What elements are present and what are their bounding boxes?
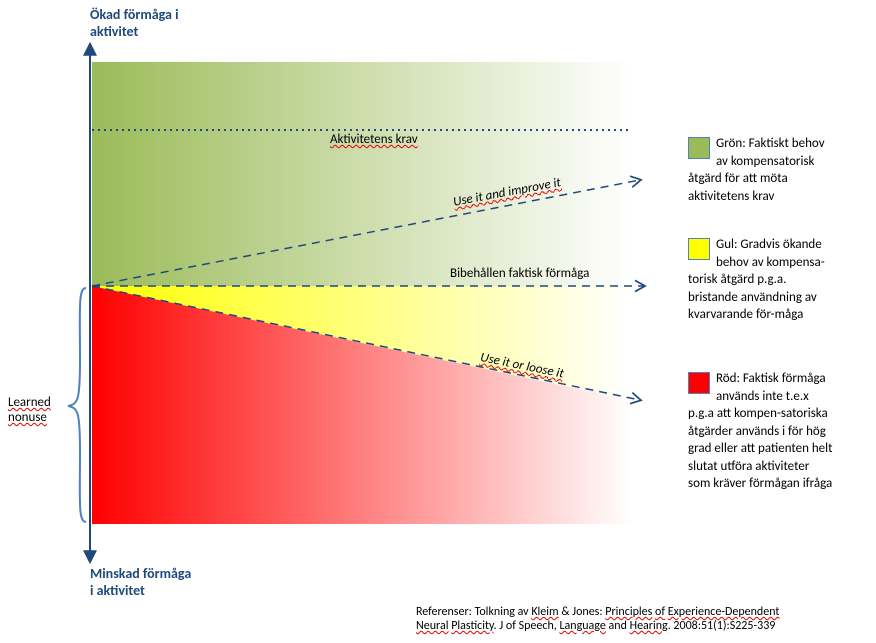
- legend-yellow: Gul: Gradvis ökande behov av kompensa-to…: [688, 236, 833, 324]
- learned-nonuse-brace: [68, 288, 86, 522]
- y-axis-bottom-label: Minskad förmåga i aktivitet: [90, 565, 191, 599]
- legend-swatch-yellow: [688, 238, 710, 260]
- learned-nonuse-label: Learned nonuse: [8, 395, 51, 425]
- maintain-label: Bibehållen faktisk förmåga: [450, 266, 589, 281]
- legend-red: Röd: Faktisk förmåga används inte t.e.x …: [688, 370, 833, 493]
- activity-demand-label: Aktivitetens krav: [330, 132, 418, 147]
- y-bottom-line2: i aktivitet: [90, 582, 145, 599]
- reference-text: Referenser: Tolkning av Kleim & Jones: P…: [416, 605, 870, 633]
- y-bottom-line1: Minskad förmåga: [90, 565, 191, 582]
- region-green: [92, 62, 632, 286]
- legend-swatch-red: [688, 372, 710, 394]
- legend-green: Grön: Faktiskt behov av kompensatorisk å…: [688, 135, 833, 205]
- legend-swatch-green: [688, 137, 710, 159]
